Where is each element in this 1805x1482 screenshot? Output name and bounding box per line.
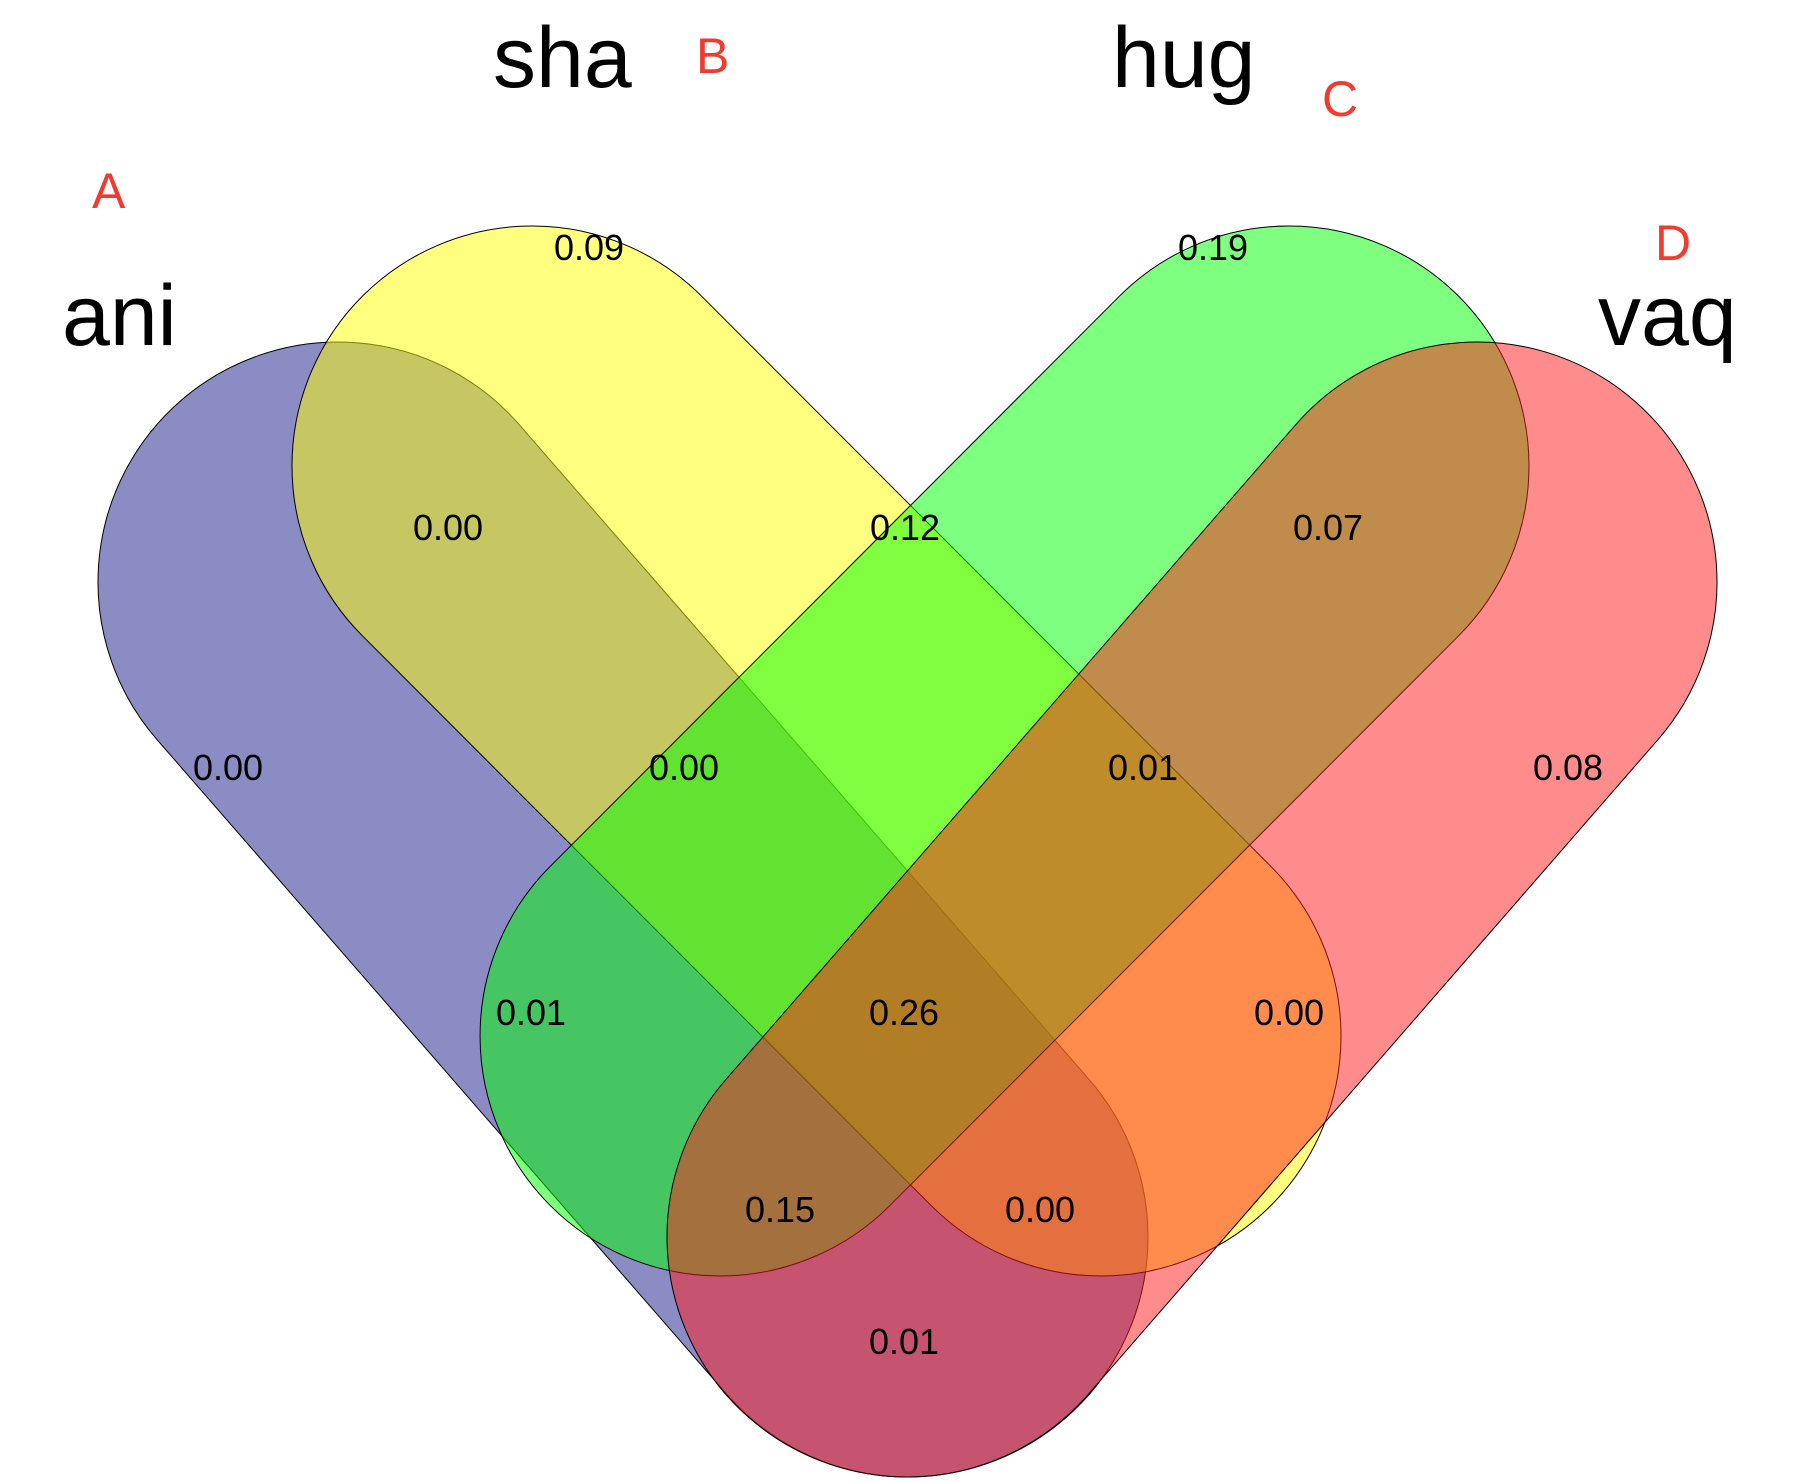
region-value-ad: 0.01 xyxy=(869,1321,939,1362)
region-values: 0.09 0.19 0.00 0.12 0.07 0.00 0.00 0.01 … xyxy=(193,227,1603,1362)
set-letter-d: D xyxy=(1655,215,1691,271)
set-letter-a: A xyxy=(92,163,126,219)
region-value-c: 0.19 xyxy=(1178,227,1248,268)
set-shape-d xyxy=(666,341,1718,1478)
set-titles: ani A sha B hug C vaq D xyxy=(62,10,1737,364)
set-name-a: ani xyxy=(62,268,177,364)
region-value-abc: 0.00 xyxy=(649,747,719,788)
region-value-bcd: 0.01 xyxy=(1108,747,1178,788)
set-name-b: sha xyxy=(493,10,632,106)
region-value-abcd: 0.26 xyxy=(869,992,939,1033)
set-name-d: vaq xyxy=(1598,268,1737,364)
region-value-b: 0.09 xyxy=(554,227,624,268)
region-value-cd: 0.07 xyxy=(1293,507,1363,548)
set-letter-c: C xyxy=(1322,71,1358,127)
region-value-abd: 0.00 xyxy=(1005,1189,1075,1230)
set-shapes xyxy=(97,225,1718,1478)
region-value-ac: 0.01 xyxy=(496,992,566,1033)
region-value-a: 0.00 xyxy=(193,747,263,788)
region-value-d: 0.08 xyxy=(1533,747,1603,788)
region-value-ab: 0.00 xyxy=(413,507,483,548)
region-value-bc: 0.12 xyxy=(870,507,940,548)
set-letter-b: B xyxy=(696,28,729,84)
set-name-c: hug xyxy=(1112,10,1256,106)
region-value-bd: 0.00 xyxy=(1254,992,1324,1033)
region-value-acd: 0.15 xyxy=(745,1189,815,1230)
